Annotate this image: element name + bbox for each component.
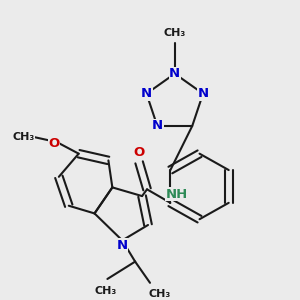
Text: CH₃: CH₃ bbox=[149, 290, 171, 299]
Text: CH₃: CH₃ bbox=[164, 28, 186, 38]
Text: O: O bbox=[134, 146, 145, 159]
Text: CH₃: CH₃ bbox=[94, 286, 116, 296]
Text: N: N bbox=[169, 67, 180, 80]
Text: O: O bbox=[48, 136, 59, 150]
Text: N: N bbox=[152, 119, 163, 133]
Text: N: N bbox=[117, 239, 128, 252]
Text: N: N bbox=[197, 87, 208, 100]
Text: N: N bbox=[141, 87, 152, 100]
Text: NH: NH bbox=[165, 188, 188, 201]
Text: CH₃: CH₃ bbox=[12, 132, 34, 142]
